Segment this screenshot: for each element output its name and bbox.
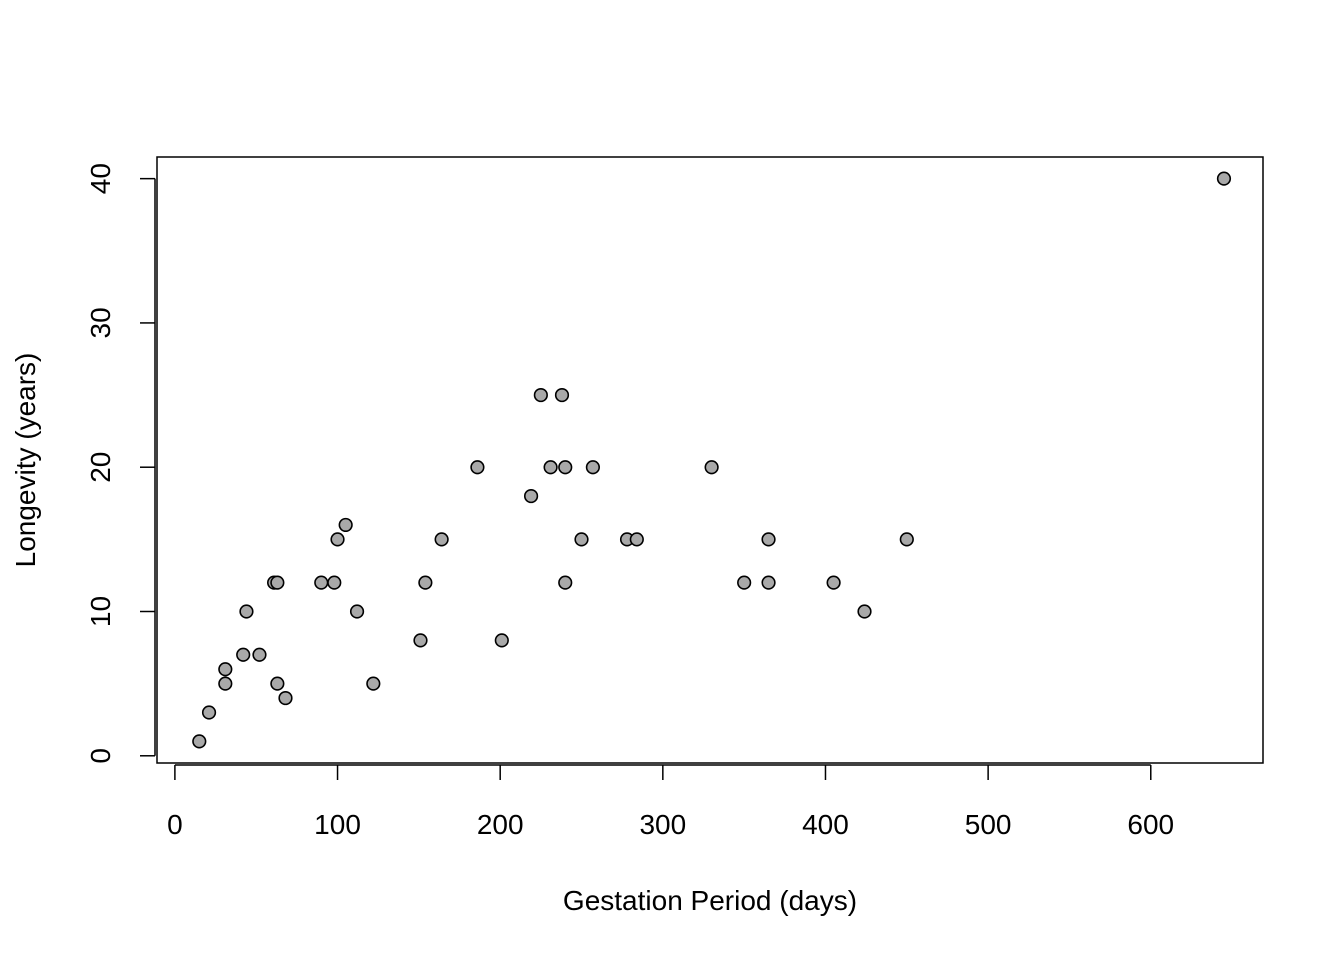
data-point	[826, 575, 841, 590]
data-point	[201, 705, 217, 720]
data-points	[192, 171, 1232, 749]
y-axis: 0 10 20 30 40	[85, 163, 156, 764]
y-tick-label: 10	[85, 596, 116, 627]
data-point	[252, 647, 267, 662]
data-point	[434, 532, 449, 547]
x-tick-label: 600	[1127, 809, 1174, 840]
data-point	[543, 460, 558, 475]
data-point	[338, 517, 353, 533]
data-point	[470, 460, 485, 475]
data-point	[218, 676, 233, 691]
x-tick-label: 300	[639, 809, 686, 840]
data-point	[761, 575, 776, 590]
plot-frame	[156, 156, 1264, 764]
data-point	[574, 532, 589, 547]
x-tick-label: 400	[802, 809, 849, 840]
data-point	[857, 604, 872, 619]
data-point	[270, 575, 285, 590]
data-point	[278, 690, 293, 706]
x-tick-label: 500	[965, 809, 1012, 840]
x-tick-label: 0	[167, 809, 183, 840]
data-point	[349, 604, 365, 619]
data-point	[366, 676, 381, 691]
y-tick-label: 20	[85, 452, 116, 483]
data-point	[533, 387, 548, 403]
data-point	[236, 647, 251, 662]
data-point	[418, 575, 433, 590]
x-axis-title: Gestation Period (days)	[563, 885, 857, 916]
data-point	[327, 575, 342, 590]
data-point	[192, 734, 207, 749]
y-tick-label: 40	[85, 163, 116, 194]
data-point	[761, 532, 776, 547]
data-point	[330, 532, 345, 547]
data-point	[737, 575, 752, 590]
x-axis: 0 100 200 300 400 500 600	[167, 764, 1174, 840]
data-point	[704, 460, 719, 475]
data-point	[554, 387, 570, 403]
data-point	[413, 633, 428, 648]
y-axis-title: Longevity (years)	[10, 353, 41, 568]
data-point	[558, 575, 573, 590]
x-tick-label: 100	[314, 809, 361, 840]
data-point	[270, 676, 285, 691]
data-point	[239, 604, 254, 619]
data-point	[629, 532, 644, 547]
data-point	[899, 532, 914, 547]
data-point	[494, 633, 509, 648]
data-point	[523, 488, 539, 504]
data-point	[314, 575, 329, 590]
data-point	[585, 460, 600, 475]
x-tick-label: 200	[477, 809, 524, 840]
data-point	[218, 662, 233, 677]
data-point	[558, 460, 573, 475]
data-point	[1216, 171, 1232, 186]
y-tick-label: 0	[85, 748, 116, 764]
y-tick-label: 30	[85, 307, 116, 338]
